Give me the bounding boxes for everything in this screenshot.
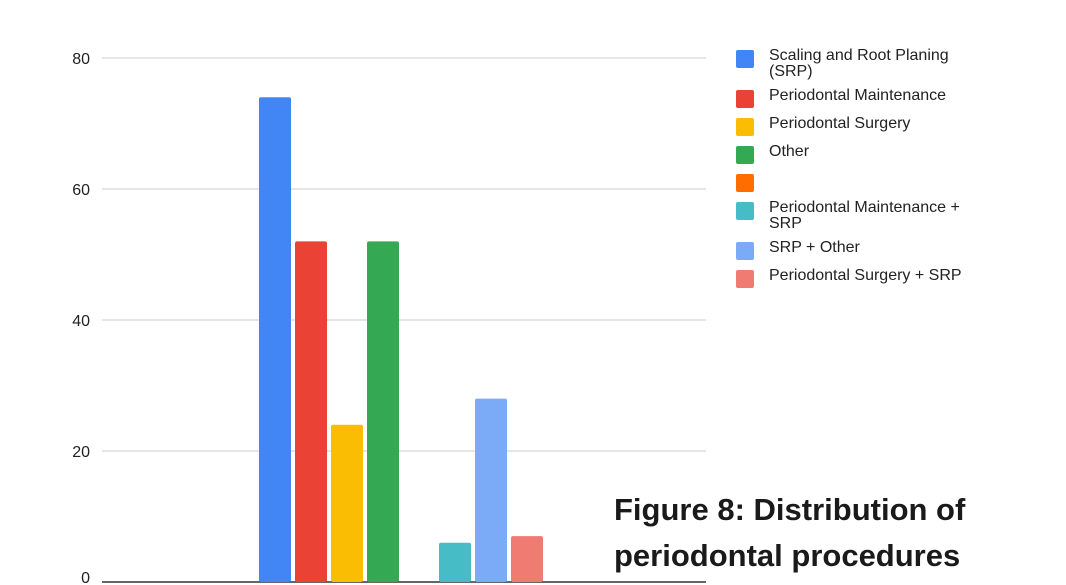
legend-item: Periodontal Maintenance + SRP (736, 200, 996, 232)
caption-line-2: periodontal procedures (614, 538, 961, 573)
y-tick-label: 20 (72, 444, 90, 461)
bar (259, 97, 291, 583)
bar (511, 536, 543, 582)
legend-item: Periodontal Surgery (736, 116, 996, 136)
figure-caption: Figure 8: Distribution of periodontal pr… (614, 487, 1066, 579)
legend-swatch (736, 146, 754, 164)
legend-swatch (736, 242, 754, 260)
legend-swatch (736, 118, 754, 136)
legend-label: Periodontal Maintenance + SRP (769, 199, 960, 232)
y-tick-label: 40 (72, 313, 90, 330)
legend-label: Other (769, 143, 810, 160)
legend-label: Periodontal Maintenance (769, 87, 947, 104)
legend-label: Periodontal Surgery (769, 115, 911, 132)
y-axis-tick-labels: 0 20 40 60 80 (72, 51, 90, 585)
legend-swatch (736, 50, 754, 68)
legend-item: Other (736, 144, 996, 164)
legend-label: Scaling and Root Planing (SRP) (769, 47, 949, 80)
legend-item: Periodontal Surgery + SRP (736, 268, 996, 288)
legend: Scaling and Root Planing (SRP) Periodonta… (736, 48, 996, 296)
gridlines (102, 57, 706, 583)
y-tick-label: 0 (81, 570, 90, 585)
legend-label: SRP + Other (769, 239, 860, 256)
y-tick-label: 60 (72, 182, 90, 199)
caption-line-1: Figure 8: Distribution of (614, 492, 966, 527)
bar (475, 398, 507, 582)
legend-item: Scaling and Root Planing (SRP) (736, 48, 996, 80)
legend-swatch (736, 90, 754, 108)
bar (439, 542, 471, 582)
legend-item: SRP + Other (736, 240, 996, 260)
y-tick-label: 80 (72, 51, 90, 68)
legend-swatch (736, 202, 754, 220)
legend-item (736, 172, 996, 192)
bar (331, 424, 363, 582)
bars (259, 97, 543, 583)
legend-swatch (736, 270, 754, 288)
legend-item: Periodontal Maintenance (736, 88, 996, 108)
legend-swatch (736, 174, 754, 192)
legend-label: Periodontal Surgery + SRP (769, 267, 962, 284)
bar (367, 241, 399, 582)
bar (295, 241, 327, 582)
